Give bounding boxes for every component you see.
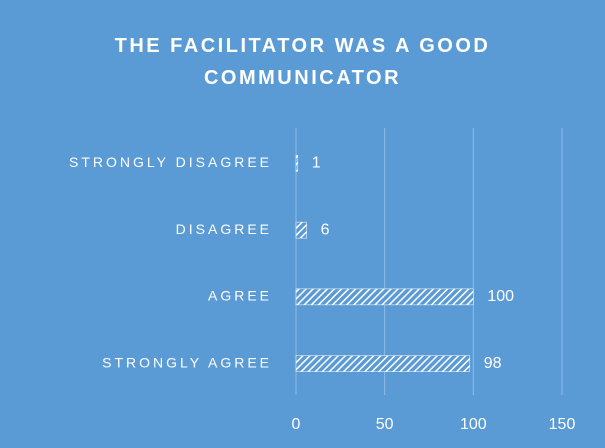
- x-tick-label: 0: [292, 416, 301, 433]
- data-label: 1: [312, 155, 321, 172]
- bar: [295, 221, 307, 239]
- y-tick-label: AGREE: [208, 288, 272, 304]
- y-tick-label: DISAGREE: [176, 221, 272, 237]
- data-label: 98: [484, 355, 502, 372]
- y-tick-label: STRONGLY AGREE: [102, 354, 272, 370]
- x-tick-label: 50: [376, 416, 394, 433]
- y-tick-label: STRONGLY DISAGREE: [69, 154, 272, 170]
- bar: [295, 355, 471, 372]
- data-label: 6: [321, 221, 330, 238]
- x-tick-label: 150: [549, 416, 576, 433]
- chart-title: THE FACILITATOR WAS A GOOD COMMUNICATOR: [114, 35, 491, 89]
- bar: [295, 288, 474, 306]
- data-label: 100: [487, 288, 514, 305]
- bar: [295, 155, 299, 172]
- x-tick-label: 100: [460, 416, 487, 433]
